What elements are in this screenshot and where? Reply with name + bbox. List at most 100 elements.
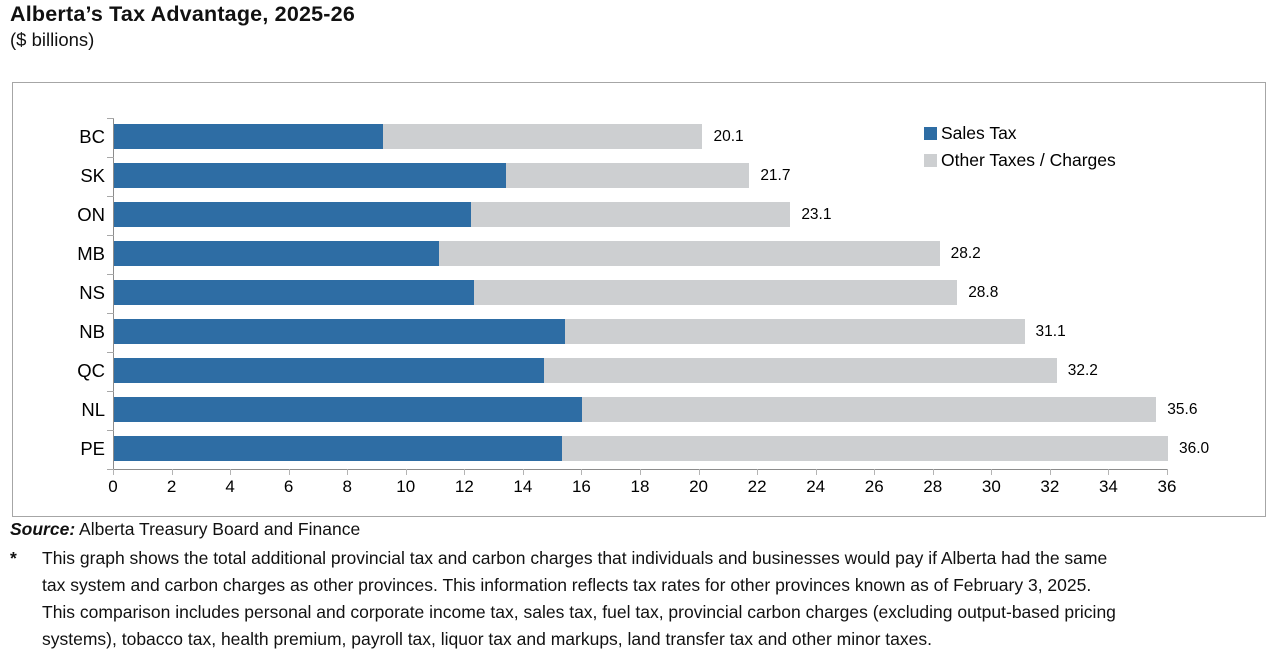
footnote-line: systems), tobacco tax, health premium, p… — [42, 629, 932, 649]
bar-row: PE 36.0 — [13, 436, 1265, 461]
bar-total-label: 28.8 — [968, 284, 999, 301]
chart-units-subtitle: ($ billions) — [10, 29, 95, 50]
bar-total-label: 36.0 — [1179, 440, 1210, 457]
other-taxes-bar-segment — [506, 163, 750, 188]
sales-tax-bar-segment — [114, 124, 384, 149]
category-axis-line — [113, 118, 114, 469]
other-taxes-bar-segment — [561, 436, 1168, 461]
x-axis-tick-label: 6 — [283, 477, 294, 496]
footnote-line: This comparison includes personal and co… — [42, 602, 1116, 622]
footnote: * This graph shows the total additional … — [10, 545, 1268, 653]
sales-tax-bar-segment — [114, 163, 507, 188]
category-label: QC — [77, 360, 105, 381]
bar-row: SK 21.7 — [13, 163, 1265, 188]
x-axis-tick-label: 32 — [1040, 477, 1060, 496]
sales-tax-bar-segment — [114, 241, 439, 266]
x-axis-tick-label: 30 — [981, 477, 1001, 496]
chart-area: 0 2 4 6 8 10 12 14 16 18 20 22 24 26 28 30 32 34 36 BC 20.1 S… — [12, 82, 1266, 517]
bar-total-label: 28.2 — [950, 245, 981, 262]
bar-row: NS 28.8 — [13, 280, 1265, 305]
x-axis-tick — [1167, 469, 1168, 475]
x-axis-tick — [815, 469, 817, 475]
category-tick — [107, 274, 114, 275]
x-axis-tick — [991, 469, 993, 475]
x-axis-tick-label: 34 — [1098, 477, 1118, 496]
x-axis-tick — [288, 469, 290, 475]
legend-item-other-taxes: Other Taxes / Charges — [924, 147, 1116, 174]
bar-total-label: 32.2 — [1067, 362, 1098, 379]
footnote-text: This graph shows the total additional pr… — [42, 545, 1116, 653]
other-taxes-bar-segment — [471, 202, 791, 227]
sales-tax-bar-segment — [114, 202, 472, 227]
category-tick — [107, 157, 114, 158]
sales-tax-bar-segment — [114, 319, 565, 344]
other-taxes-bar-segment — [582, 397, 1157, 422]
legend-item-sales-tax: Sales Tax — [924, 120, 1116, 147]
footnote-line: This graph shows the total additional pr… — [42, 548, 1108, 568]
chart-footer: Source: Alberta Treasury Board and Finan… — [10, 519, 1268, 653]
x-axis-tick-label: 12 — [454, 477, 474, 496]
bar-row: BC 20.1 — [13, 124, 1265, 149]
source-line: Source: Alberta Treasury Board and Finan… — [10, 519, 1268, 540]
other-taxes-bar-segment — [383, 124, 703, 149]
chart-legend: Sales Tax Other Taxes / Charges — [924, 120, 1116, 174]
x-axis-tick — [171, 469, 173, 475]
bar-row: ON 23.1 — [13, 202, 1265, 227]
x-axis-tick-label: 0 — [108, 477, 118, 496]
x-axis-tick — [581, 469, 583, 475]
category-label: MB — [77, 243, 105, 264]
x-axis-tick — [1108, 469, 1110, 475]
x-axis-tick-label: 8 — [342, 477, 352, 496]
legend-label: Other Taxes / Charges — [941, 150, 1116, 170]
x-axis-tick-label: 24 — [806, 477, 826, 496]
sales-tax-bar-segment — [114, 436, 562, 461]
bar-total-label: 21.7 — [760, 167, 791, 184]
x-axis-tick-label: 20 — [689, 477, 708, 496]
category-tick — [107, 469, 114, 470]
page-title: Alberta’s Tax Advantage, 2025-26 — [10, 2, 355, 26]
x-axis-tick — [640, 469, 641, 475]
sales-tax-bar-segment — [114, 358, 545, 383]
x-axis-tick-label: 28 — [923, 477, 943, 496]
category-label: NS — [79, 282, 105, 303]
x-axis-tick — [347, 469, 349, 475]
bar-total-label: 23.1 — [801, 206, 832, 223]
other-taxes-bar-segment — [564, 319, 1025, 344]
x-axis-tick-label: 14 — [513, 477, 533, 496]
x-axis-tick-label: 16 — [571, 477, 591, 496]
x-axis-tick — [757, 469, 759, 475]
bar-row: MB 28.2 — [13, 241, 1265, 266]
x-axis-tick-label: 4 — [225, 477, 235, 496]
x-axis-tick — [874, 469, 876, 475]
category-tick — [107, 430, 114, 431]
category-label: NB — [79, 321, 105, 342]
source-label: Source: — [10, 519, 76, 539]
x-axis-tick — [698, 469, 700, 475]
category-tick — [107, 352, 114, 353]
bar-total-label: 35.6 — [1167, 401, 1198, 418]
x-axis-tick-label: 36 — [1157, 477, 1177, 496]
category-tick — [107, 196, 114, 197]
x-axis-tick-label: 10 — [396, 477, 416, 496]
category-label: PE — [80, 438, 105, 459]
other-taxes-bar-segment — [438, 241, 940, 266]
x-axis-tick-label: 18 — [630, 477, 650, 496]
legend-label: Sales Tax — [941, 123, 1017, 143]
category-tick — [107, 391, 114, 392]
sales-tax-bar-segment — [114, 280, 475, 305]
category-label: BC — [79, 126, 105, 147]
x-axis-tick-label: 22 — [747, 477, 767, 496]
x-axis-tick-label: 2 — [166, 477, 177, 496]
x-axis-tick — [464, 469, 466, 475]
bar-row: NL 35.6 — [13, 397, 1265, 422]
other-taxes-bar-segment — [544, 358, 1057, 383]
category-label: NL — [81, 399, 105, 420]
category-tick — [107, 118, 114, 119]
bar-row: NB 31.1 — [13, 319, 1265, 344]
gray-square-icon — [924, 154, 937, 167]
x-axis-tick — [405, 469, 407, 475]
other-taxes-bar-segment — [474, 280, 958, 305]
bar-total-label: 31.1 — [1035, 323, 1066, 340]
bar-total-label: 20.1 — [713, 128, 744, 145]
category-label: SK — [80, 165, 105, 186]
